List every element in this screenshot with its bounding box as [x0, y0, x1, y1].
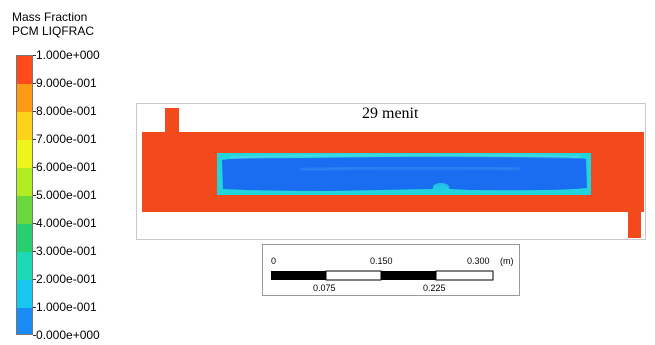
colorbar-tick-label: 8.000e-001	[36, 104, 97, 118]
colorbar	[16, 55, 33, 335]
solid-pcm-core	[222, 156, 587, 191]
scale-segment-1	[271, 271, 326, 280]
scale-label-0225: 0.225	[423, 283, 446, 293]
scale-label-0075: 0.075	[313, 283, 336, 293]
colorbar-band	[17, 280, 32, 308]
colorbar-tick-mark	[33, 195, 36, 196]
scale-bar: 0 0.150 0.300 (m) 0.075 0.225	[262, 244, 520, 296]
scale-segment-4	[435, 270, 494, 281]
colorbar-band	[17, 252, 32, 280]
melt-streak-top	[229, 153, 581, 159]
colorbar-band	[17, 224, 32, 252]
colorbar-band	[17, 84, 32, 112]
scale-label-0150: 0.150	[370, 256, 393, 266]
colorbar-tick-mark	[33, 111, 36, 112]
melt-pocket	[433, 183, 449, 191]
scale-label-0300: 0.300	[467, 256, 490, 266]
colorbar-tick-mark	[33, 251, 36, 252]
colorbar-tick-label: 1.000e+000	[36, 48, 100, 62]
scale-segment-3	[381, 271, 436, 280]
colorbar-band	[17, 112, 32, 140]
colorbar-tick-mark	[33, 279, 36, 280]
melt-streak-mid	[299, 166, 521, 172]
colorbar-tick-label: 5.000e-001	[36, 188, 97, 202]
colorbar-tick-mark	[33, 223, 36, 224]
scale-segment-2	[325, 270, 382, 281]
scale-unit: (m)	[500, 256, 514, 266]
colorbar-tick-mark	[33, 83, 36, 84]
scale-label-0: 0	[271, 256, 277, 266]
time-label: 29 menit	[362, 105, 419, 122]
domain-frame	[136, 103, 646, 240]
colorbar-band	[17, 140, 32, 168]
colorbar-tick-label: 2.000e-001	[36, 272, 97, 286]
legend-title-line1: Mass Fraction	[12, 10, 88, 24]
legend-title-line2: PCM LIQFRAC	[12, 24, 95, 38]
colorbar-tick-label: 0.000e+000	[36, 328, 100, 342]
colorbar-tick-mark	[33, 55, 36, 56]
colorbar-tick-label: 4.000e-001	[36, 216, 97, 230]
legend-title: Mass Fraction PCM LIQFRAC	[12, 10, 94, 38]
colorbar-tick-label: 1.000e-001	[36, 300, 97, 314]
colorbar-tick-label: 7.000e-001	[36, 132, 97, 146]
colorbar-band	[17, 196, 32, 224]
colorbar-tick-label: 9.000e-001	[36, 76, 97, 90]
colorbar-tick-mark	[33, 167, 36, 168]
colorbar-tick-label: 6.000e-001	[36, 160, 97, 174]
colorbar-band	[17, 168, 32, 196]
colorbar-tick-mark	[33, 335, 36, 336]
colorbar-tick-label: 3.000e-001	[36, 244, 97, 258]
colorbar-band	[17, 56, 32, 84]
colorbar-tick-mark	[33, 139, 36, 140]
colorbar-tick-mark	[33, 307, 36, 308]
scale-bar-graphic	[271, 270, 494, 281]
colorbar-band	[17, 308, 32, 334]
